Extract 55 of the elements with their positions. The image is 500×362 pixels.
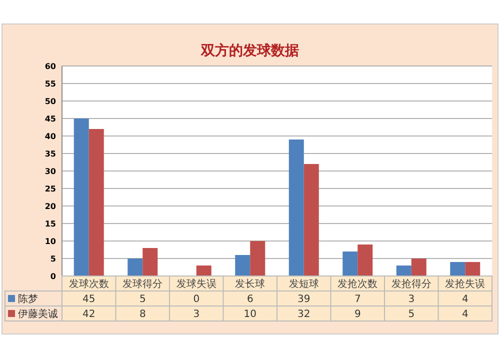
x-tick-label: 发球次数: [68, 278, 109, 290]
x-tick-label: 发球得分: [122, 278, 163, 290]
data-label: 8: [139, 309, 146, 320]
y-tick-label: 15: [44, 220, 56, 228]
data-label: 0: [193, 294, 200, 305]
data-label: 10: [244, 309, 256, 320]
bar: [196, 266, 212, 276]
y-tick-label: 0: [50, 272, 56, 281]
bar: [342, 252, 358, 276]
bar: [288, 140, 304, 276]
data-label: 3: [193, 309, 200, 320]
data-label: 6: [246, 294, 254, 305]
bar: [142, 248, 158, 276]
data-label: 4: [462, 294, 468, 305]
bar: [396, 266, 412, 276]
x-tick-label: 发抢次数: [338, 278, 378, 290]
chart-title: 双方的发球数据: [200, 42, 299, 59]
data-label: 32: [298, 309, 310, 320]
data-label: 42: [82, 309, 96, 320]
data-label: 7: [354, 294, 361, 305]
data-label: 4: [462, 309, 468, 320]
bar: [450, 262, 466, 276]
x-tick-label: 发短球: [288, 278, 319, 290]
data-label: 3: [408, 294, 415, 305]
y-tick-label: 40: [44, 132, 56, 141]
x-tick-label: 发抢失误: [445, 278, 486, 290]
bar: [88, 129, 104, 276]
bar: [358, 244, 373, 276]
data-label: 5: [139, 294, 146, 305]
bar: [465, 262, 480, 276]
y-tick-label: 55: [44, 80, 56, 88]
y-tick-label: 25: [44, 184, 56, 194]
y-tick-label: 5: [50, 254, 56, 264]
bar: [235, 255, 250, 276]
bar: [128, 258, 143, 276]
x-tick-label: 发抢得分: [391, 278, 432, 290]
y-tick-label: 35: [44, 150, 56, 158]
y-tick-label: 60: [44, 62, 56, 71]
y-tick-label: 45: [44, 114, 56, 124]
data-label: 9: [354, 309, 361, 320]
x-tick-label: 发球失误: [176, 278, 216, 290]
data-label: 5: [408, 309, 415, 320]
y-tick-label: 30: [44, 167, 56, 176]
x-tick-label: 发长球: [235, 278, 266, 290]
bar: [250, 241, 266, 276]
data-label: 45: [82, 294, 96, 305]
y-tick-label: 20: [44, 202, 56, 211]
data-label: 39: [298, 294, 310, 305]
bar: [304, 164, 319, 276]
bar: [74, 118, 89, 276]
bar: [411, 258, 426, 276]
legend-label: 伊藤美诚: [18, 308, 58, 320]
y-tick-label: 10: [44, 237, 56, 246]
y-tick-label: 50: [44, 97, 56, 106]
legend-label: 陈梦: [18, 293, 38, 305]
